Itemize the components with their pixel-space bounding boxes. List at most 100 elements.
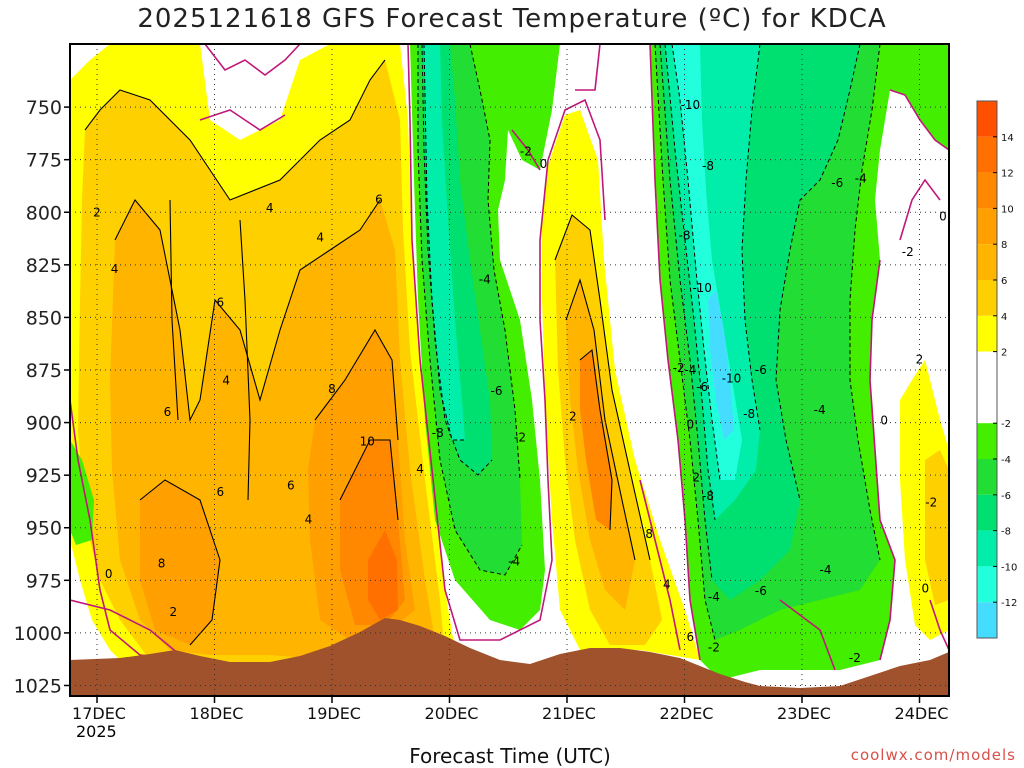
- year-label: 2025: [76, 722, 117, 741]
- contour-label: -8: [679, 228, 691, 242]
- chart-title: 2025121618 GFS Forecast Temperature (ºC)…: [137, 4, 887, 34]
- colorbar-frame: [976, 100, 998, 639]
- contour-label: 2: [93, 205, 101, 219]
- colorbar-tick-label: -10: [1001, 562, 1017, 573]
- contour-label: 10: [360, 435, 375, 449]
- colorbar-tick-label: 10: [1001, 204, 1014, 215]
- contour-label: 6: [687, 630, 695, 644]
- colorbar-band: [977, 351, 997, 424]
- colorbar-band: [977, 208, 997, 245]
- contour-label: -6: [491, 384, 503, 398]
- contour-label: 4: [266, 201, 274, 215]
- colorbar-band: [977, 101, 997, 137]
- positive-contours: [84, 59, 651, 646]
- contour-label: -2: [708, 641, 720, 655]
- y-tick-label: 825: [26, 255, 62, 277]
- colorbar-band: [977, 566, 997, 603]
- contour-label: -6: [755, 584, 767, 598]
- x-tick-label: 18DEC: [190, 704, 244, 723]
- negative-contours: [417, 44, 881, 641]
- contour-label: -2: [961, 96, 973, 110]
- pressure-axis: 750 775 800 825 850 875 900 925 950 975 1000 1025: [14, 97, 70, 697]
- time-gridlines: [96, 44, 920, 696]
- credit-link[interactable]: coolwx.com/models: [850, 746, 1016, 764]
- contour-label: 2: [692, 470, 700, 484]
- colorbar-band: [977, 459, 997, 495]
- y-tick-label: 950: [26, 518, 62, 540]
- contour-label: -4: [855, 172, 867, 186]
- contour-label: 2: [951, 632, 959, 646]
- contour-label: 6: [287, 479, 295, 493]
- contour-label: -4: [708, 590, 720, 604]
- contour-label: -8: [743, 407, 755, 421]
- contour-label: -8: [432, 426, 444, 440]
- colorbar-tick-label: 4: [1001, 312, 1007, 323]
- contour-label: -2: [925, 496, 937, 510]
- contour-label: 0: [540, 157, 548, 171]
- x-tick-label: 17DEC: [72, 704, 126, 723]
- y-tick-label: 850: [26, 307, 62, 329]
- x-tick-label: 19DEC: [307, 704, 361, 723]
- colorbar: 14 12 10 8 6 4 2 -2 -4 -6 -8 -10 -12: [976, 100, 1017, 639]
- colorbar-band: [977, 172, 997, 209]
- contour-label: -10: [681, 98, 701, 112]
- contour-label: -4: [820, 563, 832, 577]
- band-warm-right-2: [925, 450, 949, 605]
- x-tick-label: 21DEC: [542, 704, 596, 723]
- contour-label: 4: [416, 462, 424, 476]
- contour-label: -4: [479, 273, 491, 287]
- contour-label: 4: [316, 230, 324, 244]
- y-tick-label: 925: [26, 465, 62, 487]
- colorbar-tick-label: -8: [1001, 527, 1011, 538]
- contour-label: 6: [217, 485, 225, 499]
- colorbar-tick-label: 14: [1001, 133, 1014, 144]
- colorbar-band: [977, 136, 997, 173]
- cold-pocket-left: [70, 440, 94, 545]
- contour-label: 4: [305, 512, 313, 526]
- contour-label: 0: [939, 209, 947, 223]
- contour-label: -4: [508, 554, 520, 568]
- contour-label: -6: [755, 363, 767, 377]
- contour-label: 0: [105, 567, 113, 581]
- y-tick-label: 975: [26, 570, 62, 592]
- y-tick-label: 1025: [14, 675, 62, 697]
- y-tick-label: 875: [26, 360, 62, 382]
- contour-label: 0: [922, 582, 930, 596]
- colorbar-tick-label: -6: [1001, 491, 1011, 502]
- contour-label: -8: [702, 159, 714, 173]
- y-tick-label: 1000: [14, 623, 62, 645]
- colorbar-band: [977, 423, 997, 459]
- contour-label: 2: [916, 352, 924, 366]
- contour-label: 4: [957, 451, 965, 465]
- y-tick-label: 900: [26, 413, 62, 435]
- contour-label: 4: [663, 578, 671, 592]
- contour-label: 6: [375, 193, 383, 207]
- colorbar-tick-label: -2: [1001, 419, 1011, 430]
- colorbar-band: [977, 530, 997, 567]
- colorbar-tick-label: 12: [1001, 169, 1014, 180]
- contour-label: 8: [158, 556, 166, 570]
- contour-label: -2: [520, 144, 532, 158]
- band-12-14: [368, 530, 398, 620]
- contour-label: 6: [217, 296, 225, 310]
- x-axis-title: Forecast Time (UTC): [409, 744, 611, 768]
- colorbar-band: [977, 280, 997, 316]
- colorbar-band: [977, 602, 997, 638]
- colorbar-tick-label: 8: [1001, 240, 1007, 251]
- y-tick-label: 775: [26, 150, 62, 172]
- colorbar-tick-label: 6: [1001, 276, 1007, 287]
- colorbar-band: [977, 244, 997, 280]
- colorbar-tick-label: -4: [1001, 455, 1011, 466]
- y-tick-label: 800: [26, 202, 62, 224]
- band-cold-12-14: [708, 290, 734, 440]
- contour-label: 8: [328, 382, 336, 396]
- x-tick-label: 23DEC: [777, 704, 831, 723]
- y-tick-label: 750: [26, 97, 62, 119]
- contour-label: -4: [814, 403, 826, 417]
- contour-label: -2: [514, 430, 526, 444]
- terrain: [70, 618, 949, 696]
- contour-label: -6: [831, 176, 843, 190]
